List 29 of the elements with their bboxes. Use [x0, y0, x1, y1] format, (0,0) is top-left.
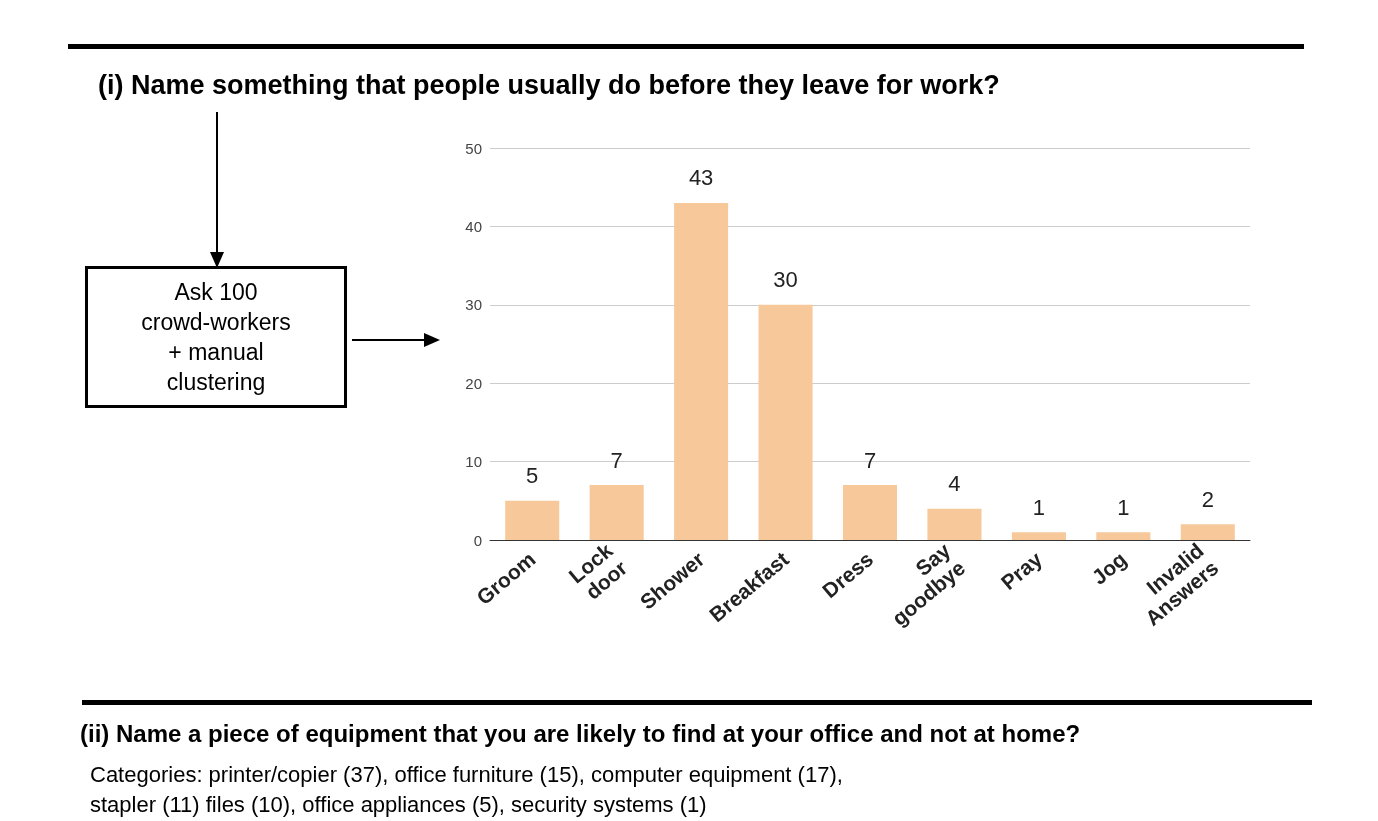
bar: [674, 202, 729, 540]
bar: [1180, 524, 1235, 540]
data-label: 7: [863, 447, 877, 473]
bar: [589, 485, 644, 540]
bar: [927, 508, 982, 540]
data-label: 1: [1032, 494, 1046, 520]
y-tick-label: 30: [465, 296, 482, 314]
text: (ii) Name a piece of equipment that you are likely to find at your office and not at home?: [80, 720, 1081, 748]
data-label: 4: [948, 471, 961, 497]
data-label: 1: [1117, 494, 1130, 520]
data-label: 43: [688, 165, 714, 191]
y-tick-label: 40: [465, 217, 482, 235]
y-tick-label: 50: [465, 139, 482, 157]
bar: [505, 500, 560, 540]
x-tick-label: Jog: [1087, 547, 1131, 589]
bar: [1011, 532, 1066, 540]
bar: [758, 304, 813, 540]
text: Ask 100 crowd-workers + manual clustering: [85, 266, 347, 408]
bar: [842, 485, 898, 540]
data-label: 5: [526, 463, 539, 489]
text: Categories: printer/copier (37), office furniture (15), computer equipment (17), stapler (11) files (10), office appliances (5), security systems (1): [90, 761, 844, 819]
y-tick-label: 10: [465, 453, 482, 471]
chart-title: (i) Name something that people usually do before they leave for work?: [98, 70, 1000, 101]
y-tick-label: 0: [473, 531, 482, 549]
y-tick-label: 20: [465, 374, 482, 392]
data-label: 30: [773, 267, 798, 293]
data-label: 7: [610, 447, 623, 473]
data-label: 2: [1201, 486, 1214, 512]
bar: [1096, 532, 1151, 540]
